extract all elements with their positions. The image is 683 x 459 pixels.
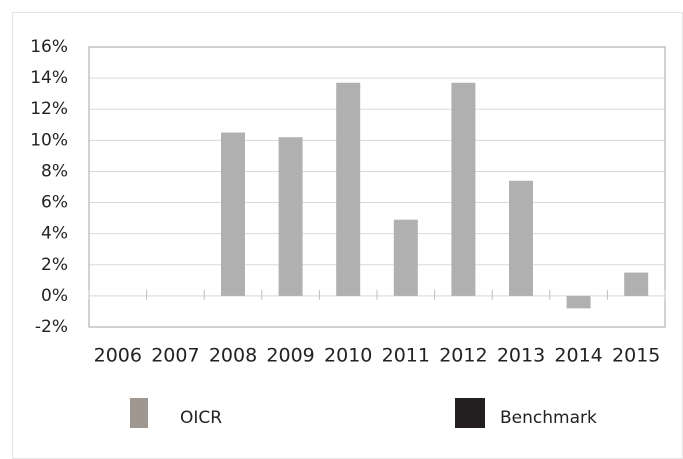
bar [509, 180, 533, 296]
legend-label: Benchmark [500, 408, 597, 428]
bar [336, 82, 361, 296]
y-tick-label: 16% [30, 37, 68, 57]
legend-label: OICR [180, 408, 222, 428]
x-tick-label: 2006 [94, 345, 142, 367]
y-tick-label: 0% [41, 286, 68, 306]
x-tick-label: 2010 [324, 345, 372, 367]
y-tick-label: -2% [35, 317, 68, 337]
bar [221, 132, 245, 296]
x-tick-label: 2011 [382, 345, 430, 367]
bar [278, 137, 303, 296]
y-tick-label: 4% [41, 224, 68, 244]
x-tick-label: 2007 [151, 345, 199, 367]
x-tick-label: 2009 [266, 345, 314, 367]
bar [451, 82, 476, 296]
y-tick-label: 8% [41, 161, 68, 181]
y-tick-label: 10% [30, 130, 68, 150]
x-tick-label: 2015 [612, 345, 660, 367]
legend-swatch [455, 398, 485, 428]
x-tick-label: 2013 [497, 345, 545, 367]
x-tick-label: 2008 [209, 345, 257, 367]
bar [566, 295, 591, 309]
y-tick-label: 14% [30, 68, 68, 88]
x-tick-label: 2014 [554, 345, 602, 367]
legend-swatch [130, 398, 148, 428]
bar [393, 219, 418, 296]
y-tick-label: 2% [41, 255, 68, 275]
bar [624, 272, 649, 296]
y-tick-label: 6% [41, 193, 68, 213]
plot-border [88, 46, 666, 328]
y-tick-label: 12% [30, 99, 68, 119]
x-tick-label: 2012 [439, 345, 487, 367]
